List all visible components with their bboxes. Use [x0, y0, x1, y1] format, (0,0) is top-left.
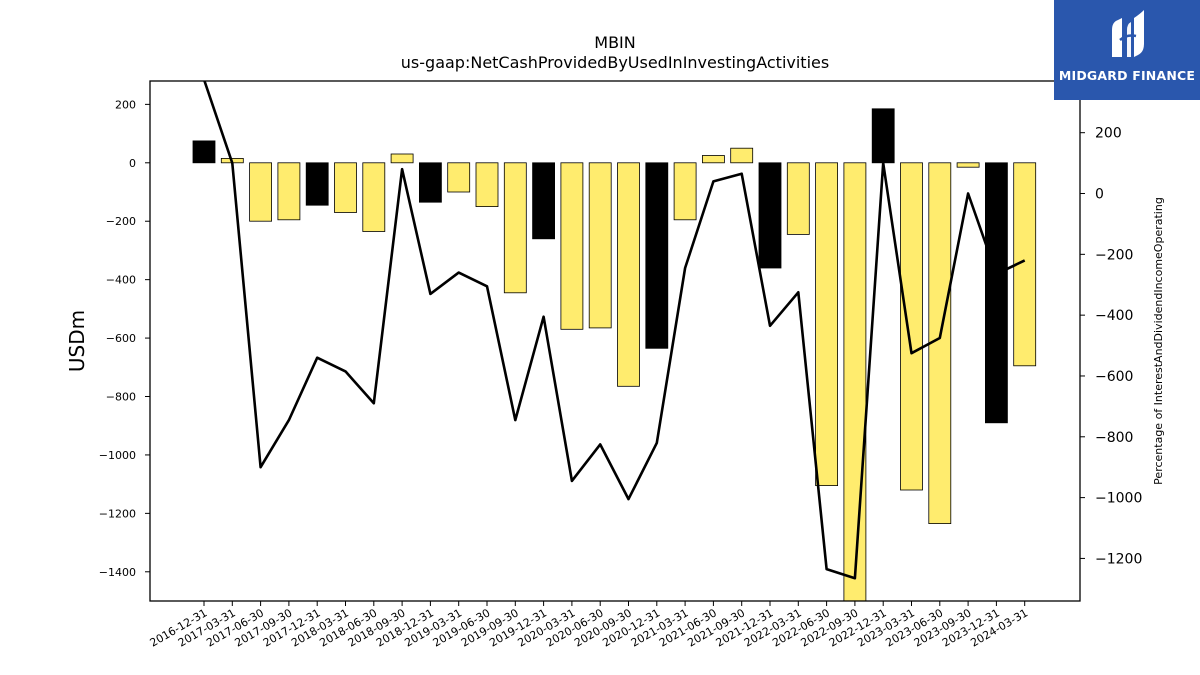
- y2-tick-label: −800: [1095, 430, 1133, 446]
- y2-tick-label: −400: [1095, 308, 1133, 324]
- chart-subtitle: us-gaap:NetCashProvidedByUsedInInvesting…: [401, 53, 829, 72]
- y-tick-label: −1000: [99, 449, 136, 462]
- bar: [334, 162, 357, 213]
- bar: [871, 108, 895, 164]
- bar: [475, 162, 499, 208]
- bar: [985, 162, 1008, 424]
- bar: [730, 147, 754, 164]
- y2-tick-label: 200: [1095, 126, 1122, 142]
- bar: [362, 162, 386, 232]
- bar: [758, 162, 782, 269]
- y2-tick-label: −200: [1095, 247, 1133, 263]
- y2-axis-label: Percentage of InterestAndDividendIncomeO…: [1152, 197, 1165, 485]
- bar: [192, 140, 216, 164]
- y2-tick-label: −1000: [1095, 491, 1142, 507]
- midgard-logo-icon: [1112, 10, 1144, 57]
- y2-tick-label: −600: [1095, 369, 1133, 385]
- bar: [305, 162, 329, 206]
- bar: [617, 162, 640, 387]
- plot-frame: [149, 80, 1081, 602]
- y-tick-label: −800: [106, 391, 136, 404]
- midgard-finance-logo: MIDGARD FINANCE: [1054, 0, 1200, 100]
- bar: [249, 162, 273, 222]
- bar: [900, 162, 923, 491]
- y-tick-label: −400: [106, 274, 136, 287]
- bar: [503, 162, 527, 294]
- y-tick-label: 0: [129, 157, 136, 170]
- bar: [390, 153, 414, 164]
- y-tick-label: −1400: [99, 566, 136, 579]
- bar: [702, 155, 725, 164]
- bar: [560, 162, 584, 330]
- bar: [277, 162, 301, 221]
- chart-title: MBIN: [594, 33, 635, 52]
- bar: [815, 162, 838, 486]
- y-tick-label: 200: [115, 98, 136, 111]
- line-layer: [203, 81, 1026, 580]
- bar: [447, 162, 471, 193]
- y2-tick-label: 0: [1095, 187, 1104, 203]
- bar: [645, 162, 669, 349]
- logo-text: MIDGARD FINANCE: [1058, 68, 1196, 83]
- line-series: [203, 81, 1026, 580]
- y-tick-label: −600: [106, 332, 136, 345]
- bar: [786, 162, 810, 235]
- bar: [588, 162, 612, 329]
- bar: [418, 162, 442, 203]
- bar: [532, 162, 555, 240]
- y2-tick-label: −1200: [1095, 551, 1142, 567]
- y-tick-label: −1200: [99, 507, 136, 520]
- bar: [673, 162, 697, 221]
- bar: [956, 162, 980, 168]
- bars-layer: [192, 108, 1037, 602]
- y-tick-label: −200: [106, 215, 136, 228]
- bar: [843, 162, 867, 602]
- y-axis-label: USDm: [65, 310, 89, 372]
